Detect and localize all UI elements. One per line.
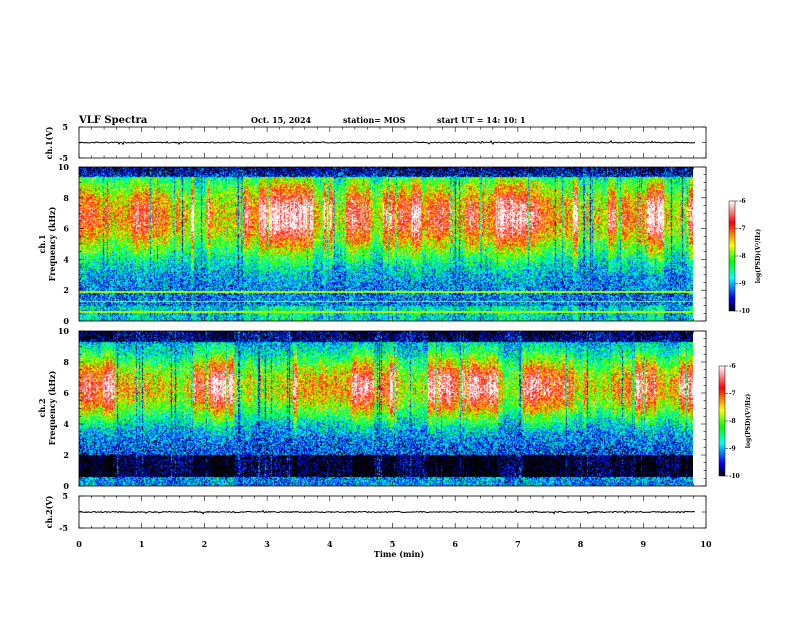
- ch2-ytick-top: 5: [62, 491, 68, 501]
- ch2-spectrogram-canvas: [79, 331, 693, 486]
- ch1-waveform-trace: [78, 139, 696, 146]
- x-tick-label: 8: [578, 539, 584, 549]
- ch1-spectrogram-ylabel: Frequency (kHz): [47, 206, 57, 281]
- ch2-spectrogram-panel: 0 2 4 6 8 10 ch.2 Frequency (kHz) -6 -7 -8 -9 -10…: [37, 326, 752, 491]
- ch1-colorbar-tick-label: -8: [739, 253, 746, 260]
- ch2-spectrogram-channel-label: ch.2: [37, 398, 47, 417]
- ch1-colorbar-tick-label: -7: [739, 226, 746, 233]
- ch2-spectrogram-ytick-label: 0: [63, 481, 69, 491]
- ch1-waveform-panel: 5 -5 ch.1(V): [44, 122, 707, 163]
- station-label: station= MOS: [343, 115, 406, 125]
- x-tick-label: 7: [515, 539, 521, 549]
- ch1-spectrogram-ytick-label: 8: [63, 193, 69, 203]
- ch2-colorbar-tick-label: -9: [729, 446, 736, 453]
- ch2-colorbar: [718, 365, 726, 477]
- ch2-spectrogram-ytick-label: 6: [63, 388, 69, 398]
- x-tick-label: 2: [202, 539, 208, 549]
- ch1-spectrogram-ytick-label: 4: [63, 254, 69, 264]
- x-tick-label: 9: [641, 539, 647, 549]
- x-tick-label: 10: [700, 539, 712, 549]
- ch1-spectrogram-ytick-label: 0: [63, 316, 69, 326]
- x-tick-label: 1: [139, 539, 145, 549]
- ch2-waveform-panel: 5 -5 ch.2(V): [44, 491, 707, 533]
- ch2-spectrogram-ylabel: Frequency (kHz): [47, 370, 57, 445]
- ch1-spectrogram-canvas: [79, 167, 693, 321]
- ch1-spectrogram-channel-label: ch.1: [37, 234, 47, 253]
- ch2-spectrogram-image: [79, 331, 693, 486]
- ch2-spectrogram-ytick-label: 4: [63, 419, 69, 429]
- ch2-spectrogram-ytick-label: 2: [63, 450, 69, 460]
- ch2-colorbar-tick-label: -8: [729, 418, 736, 425]
- ch1-waveform-ylabel: ch.1(V): [44, 126, 54, 159]
- start-time-label: start UT = 14: 10: 1: [437, 115, 526, 125]
- x-tick-label: 0: [76, 539, 82, 549]
- ch2-colorbar-tick-label: -10: [729, 473, 740, 480]
- ch1-colorbar-label: log(PSD)(V²/Hz): [755, 229, 762, 284]
- x-tick-label: 5: [390, 539, 396, 549]
- ch2-spectrogram-ytick-label: 10: [58, 326, 70, 336]
- ch1-colorbar-tick-label: -6: [739, 198, 746, 205]
- x-axis-label: Time (min): [374, 549, 424, 559]
- ch2-colorbar-tick-label: -7: [729, 391, 736, 398]
- x-tick-label: 6: [452, 539, 458, 549]
- ch2-colorbar-tick-label: -6: [729, 363, 736, 370]
- ch2-waveform-trace: [78, 509, 696, 515]
- x-tick-label: 3: [264, 539, 270, 549]
- ch1-colorbar: [728, 200, 736, 312]
- ch1-spectrogram-panel: 0 2 4 6 8 10 ch.1 Frequency (kHz) -6 -7 -8 -9 -10…: [37, 162, 762, 326]
- x-tick-label: 4: [327, 539, 333, 549]
- ch1-spectrogram-ytick-label: 2: [63, 285, 69, 295]
- ch1-spectrogram-ytick-label: 10: [58, 162, 70, 172]
- date-label: Oct. 15, 2024: [251, 115, 312, 125]
- ch2-waveform-ylabel: ch.2(V): [44, 495, 54, 528]
- ch1-colorbar-tick-label: -10: [739, 308, 750, 315]
- ch1-ytick-bottom: -5: [59, 153, 68, 163]
- ch2-ytick-bottom: -5: [59, 523, 68, 533]
- figure-title: VLF Spectra: [78, 115, 148, 126]
- ch1-spectrogram-ytick-label: 6: [63, 224, 69, 234]
- ch2-colorbar-label: log(PSD)(V²/Hz): [745, 394, 752, 449]
- ch1-ytick-top: 5: [62, 122, 68, 132]
- ch2-spectrogram-ytick-label: 8: [63, 357, 69, 367]
- ch1-colorbar-tick-label: -9: [739, 281, 746, 288]
- ch1-spectrogram-image: [79, 167, 693, 321]
